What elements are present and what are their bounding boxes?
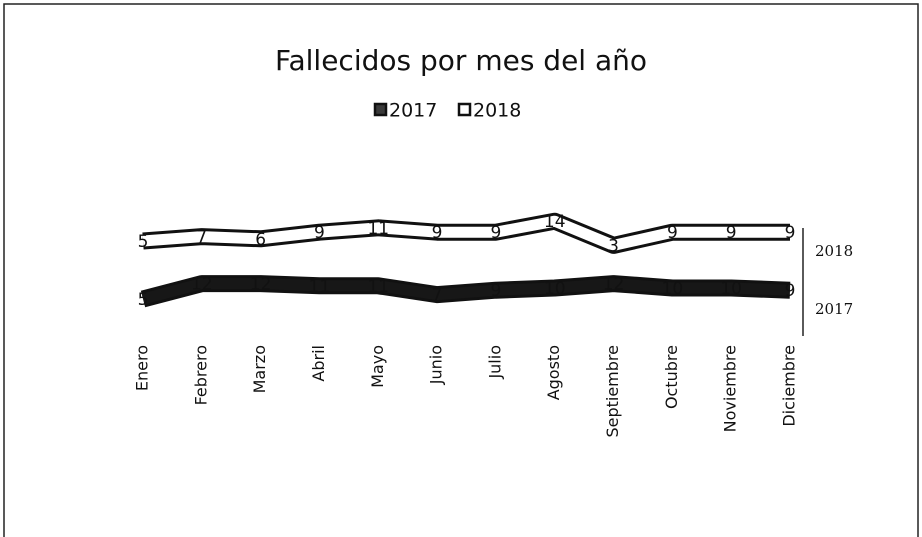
data-label: 9 — [314, 223, 325, 243]
data-label: 12 — [191, 275, 213, 295]
x-tick-label: Enero — [133, 345, 152, 391]
series-axis-label: 2017 — [815, 300, 853, 318]
data-label: 9 — [785, 281, 796, 301]
data-label: 6 — [255, 230, 266, 250]
data-label: 9 — [667, 223, 678, 243]
data-label: 7 — [432, 286, 443, 306]
ribbon-outline — [140, 275, 791, 308]
data-label: 12 — [603, 275, 625, 295]
legend-swatch — [373, 102, 388, 117]
series-axis-label: 2018 — [815, 242, 853, 260]
x-tick-label: Diciembre — [780, 345, 799, 427]
x-tick-label: Julio — [485, 345, 504, 380]
x-tick-label: Abril — [309, 345, 328, 382]
data-label: 10 — [720, 279, 742, 299]
x-tick-label: Febrero — [191, 345, 210, 405]
data-label: 11 — [309, 277, 331, 297]
x-tick-label: Mayo — [368, 345, 387, 388]
data-label: 9 — [432, 223, 443, 243]
data-label: 11 — [367, 219, 389, 239]
legend-label: 2017 — [389, 100, 437, 122]
data-label: 11 — [367, 277, 389, 297]
ribbon-face — [141, 278, 791, 305]
data-label: 5 — [138, 290, 149, 310]
data-label: 9 — [490, 281, 501, 301]
data-label: 5 — [138, 232, 149, 252]
legend-label: 2018 — [473, 100, 521, 122]
x-tick-label: Marzo — [250, 345, 269, 393]
data-label: 14 — [544, 212, 566, 232]
chart-frame — [3, 3, 919, 537]
x-tick-label: Agosto — [544, 345, 563, 400]
x-tick-label: Junio — [427, 345, 446, 385]
data-label: 9 — [785, 223, 796, 243]
ribbon-face — [142, 215, 790, 251]
x-tick-label: Octubre — [662, 345, 681, 409]
data-label: 10 — [662, 279, 684, 299]
data-label: 3 — [608, 236, 619, 256]
data-label: 9 — [726, 223, 737, 243]
data-label: 9 — [490, 223, 501, 243]
legend-swatch — [457, 102, 472, 117]
data-label: 10 — [544, 279, 566, 299]
x-tick-label: Septiembre — [603, 345, 622, 438]
x-tick-label: Noviembre — [721, 345, 740, 432]
data-label: 12 — [250, 275, 272, 295]
chart-title: Fallecidos por mes del año — [275, 44, 647, 77]
data-label: 7 — [196, 228, 207, 248]
